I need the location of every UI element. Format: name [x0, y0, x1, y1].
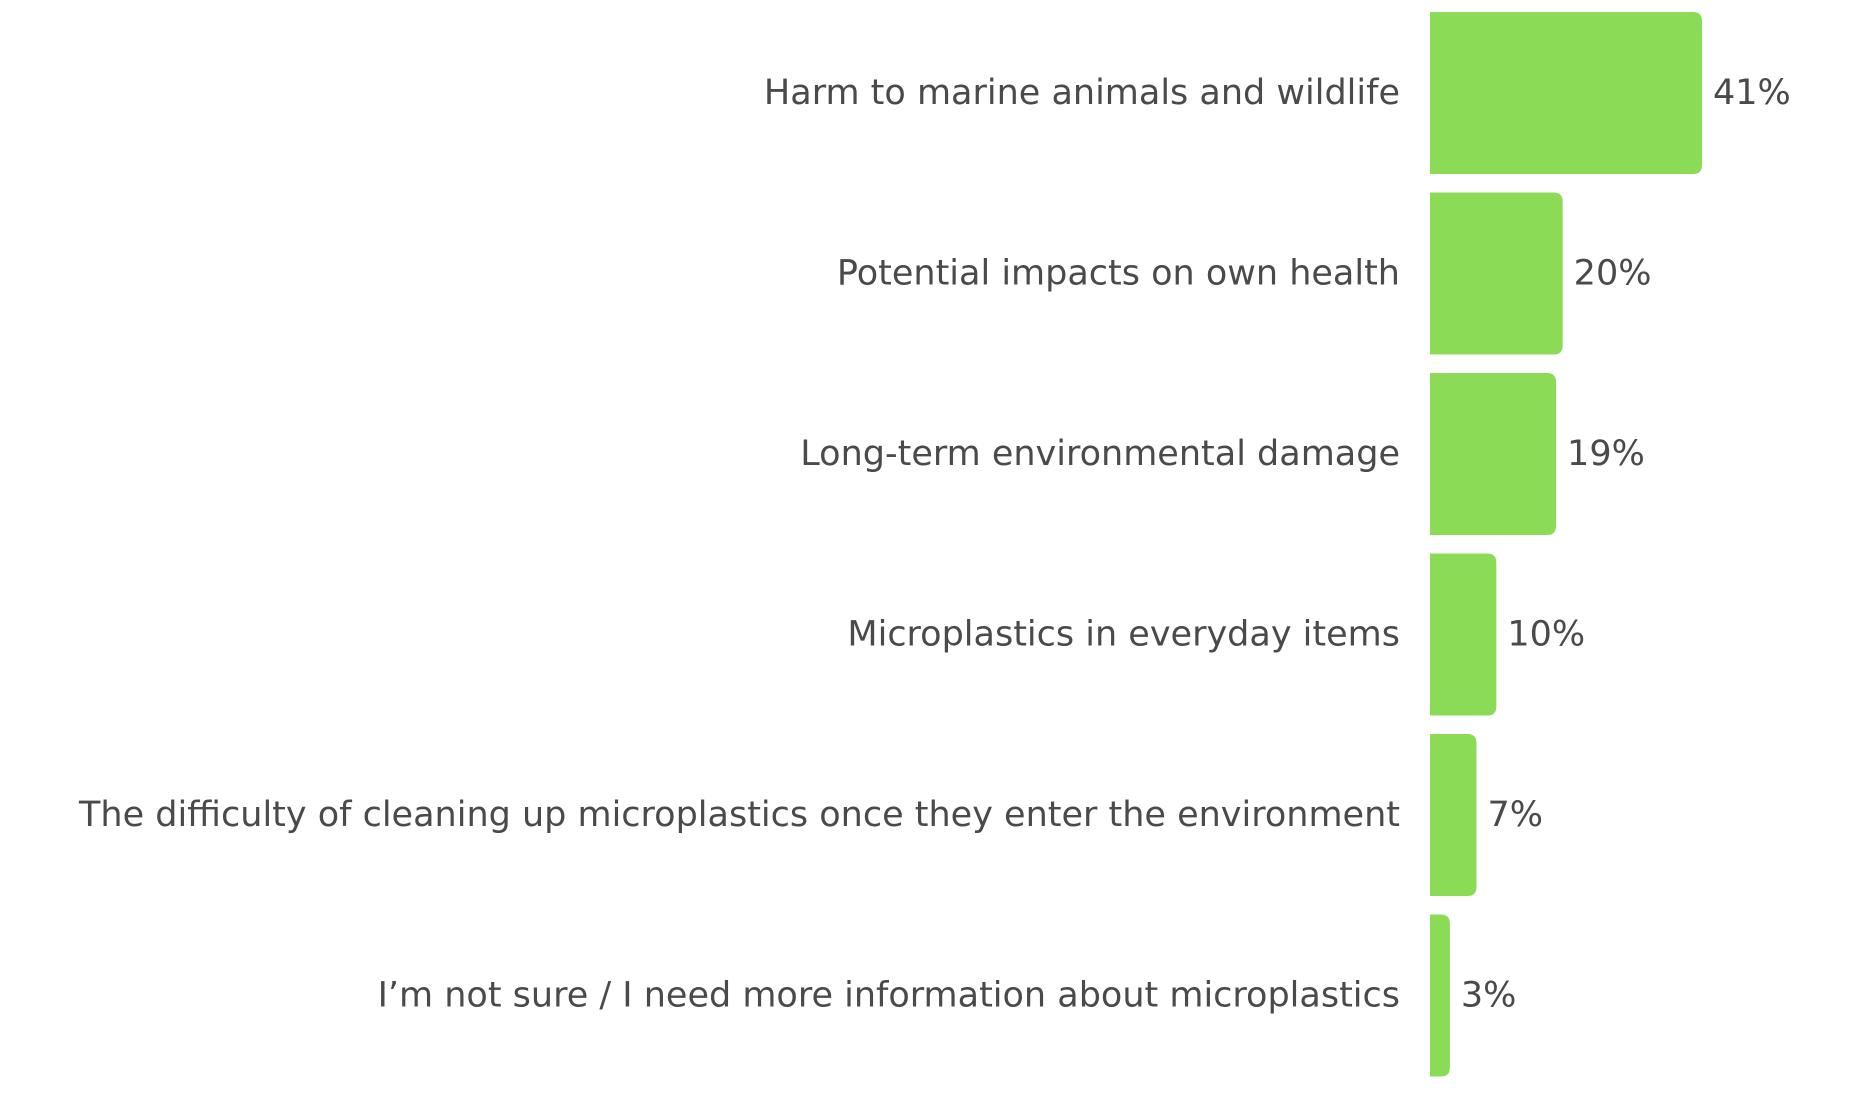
category-label-2: Potential impacts on own health [837, 254, 1400, 294]
value-label-5: 7% [1487, 795, 1543, 835]
category-label-5: The difficulty of cleaning up microplast… [78, 795, 1400, 835]
value-label-1: 41% [1713, 73, 1791, 113]
category-label-3: Long-term environmental damage [800, 434, 1400, 474]
bar-3 [1430, 373, 1557, 535]
value-labels-group: 41% 20% 19% 10% 7% 3% [1461, 73, 1791, 1016]
bar-1 [1430, 12, 1702, 174]
value-label-3: 19% [1567, 434, 1645, 474]
bar-4 [1430, 553, 1497, 716]
bar-6 [1430, 914, 1450, 1077]
value-label-6: 3% [1461, 976, 1517, 1016]
bars-group [1430, 12, 1702, 1077]
value-label-4: 10% [1507, 615, 1585, 655]
category-label-1: Harm to marine animals and wildlife [764, 73, 1400, 113]
category-labels-group: Harm to marine animals and wildlife Poten… [78, 73, 1400, 1016]
value-label-2: 20% [1574, 254, 1652, 294]
category-label-4: Microplastics in everyday items [847, 615, 1400, 655]
bar-2 [1430, 192, 1563, 355]
bar-5 [1430, 734, 1477, 896]
category-label-6: I’m not sure / I need more information a… [378, 976, 1400, 1016]
